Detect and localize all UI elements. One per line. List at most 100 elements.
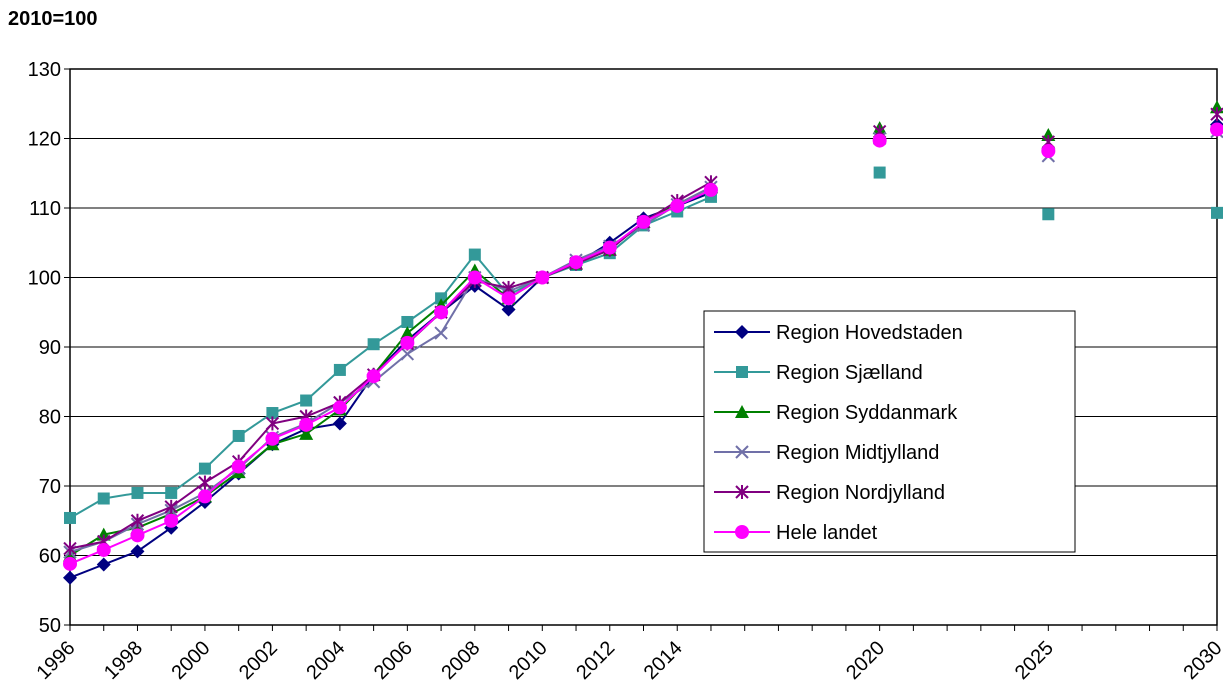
y-tick-label: 120: [28, 129, 61, 151]
x-tick-label: 2010: [505, 637, 552, 684]
legend-label: Hele landet: [776, 522, 878, 544]
data-point: [198, 475, 212, 490]
data-point: [401, 315, 414, 328]
data-point: [63, 556, 77, 571]
data-point: [1210, 107, 1223, 122]
x-tick-label: 2002: [235, 637, 282, 684]
data-point: [872, 133, 887, 148]
x-tick-label: 1996: [33, 637, 80, 684]
data-point: [63, 541, 77, 556]
data-point: [434, 305, 449, 320]
data-point: [400, 326, 415, 340]
data-point: [735, 525, 749, 539]
y-tick-label: 70: [39, 476, 61, 498]
data-point: [703, 182, 718, 197]
data-point: [873, 166, 886, 179]
y-tick-label: 110: [29, 198, 61, 220]
data-point: [735, 485, 749, 499]
data-point: [1211, 206, 1223, 219]
data-point: [602, 240, 617, 255]
data-point: [265, 416, 280, 431]
data-point: [735, 445, 749, 459]
marker-stroke: [400, 347, 415, 361]
data-point: [434, 326, 448, 340]
data-point: [64, 511, 76, 524]
legend-item: Region Hovedstaden: [714, 322, 963, 344]
data-point: [468, 248, 481, 261]
legend-item: Region Sjælland: [714, 362, 923, 384]
data-point: [299, 426, 314, 440]
data-point: [1042, 208, 1055, 221]
data-point: [300, 394, 313, 407]
data-point: [501, 291, 516, 306]
x-tick-label: 2025: [1011, 637, 1058, 684]
data-point: [164, 513, 179, 528]
legend: Region Hovedstaden Region Sjælland Region …: [703, 310, 1076, 553]
data-point: [130, 513, 145, 528]
legend-label: Region Nordjylland: [776, 482, 945, 504]
legend-label: Region Syddanmark: [776, 402, 958, 424]
data-point: [735, 405, 749, 418]
legend-item: Region Syddanmark: [714, 402, 958, 424]
y-tick-label: 50: [39, 615, 61, 637]
data-point: [332, 400, 347, 415]
data-point: [265, 431, 280, 446]
data-point: [164, 499, 178, 514]
y-tick-label: 90: [39, 337, 61, 359]
legend-item: Region Midtjylland: [714, 442, 939, 464]
x-tick-label: 2004: [302, 637, 349, 684]
data-point: [367, 338, 380, 351]
data-point: [332, 416, 347, 431]
data-point: [400, 347, 415, 361]
data-point: [501, 302, 516, 317]
data-point: [636, 214, 651, 229]
data-point: [569, 255, 584, 270]
data-point: [232, 429, 245, 442]
data-point: [1041, 144, 1056, 159]
data-point: [670, 198, 685, 213]
data-point: [400, 335, 415, 350]
marker-stroke: [434, 326, 448, 340]
legend-item: Region Nordjylland: [714, 482, 945, 504]
data-point: [467, 270, 482, 285]
data-point: [197, 489, 212, 504]
legend-item: Hele landet: [714, 522, 878, 544]
x-tick-label: 2012: [572, 637, 619, 684]
chart-unit-title: 2010=100: [8, 8, 98, 30]
data-point: [63, 570, 77, 585]
y-tick-label: 100: [28, 268, 61, 290]
x-tick-label: 2014: [640, 637, 687, 684]
data-point: [130, 544, 145, 559]
legend-label: Region Hovedstaden: [776, 322, 963, 344]
data-point: [198, 462, 211, 475]
legend-label: Region Sjælland: [776, 362, 923, 384]
y-tick-label: 80: [39, 407, 61, 429]
data-point: [366, 369, 381, 384]
data-point: [130, 528, 145, 543]
legend-label: Region Midtjylland: [776, 442, 939, 464]
data-point: [131, 486, 144, 499]
data-point: [266, 407, 279, 420]
data-point: [333, 363, 346, 376]
x-tick-label: 2006: [370, 637, 417, 684]
data-point: [97, 492, 110, 505]
y-tick-label: 60: [39, 546, 61, 568]
data-point: [735, 325, 749, 339]
legend-box: [703, 310, 1076, 553]
marker-stroke: [735, 445, 749, 459]
data-point: [299, 417, 314, 432]
data-point: [535, 270, 550, 285]
data-point: [1210, 122, 1223, 137]
data-point: [96, 557, 111, 572]
series-hele-landet: [63, 122, 1223, 571]
data-point: [165, 486, 178, 499]
x-tick-label: 1998: [100, 637, 147, 684]
data-point: [96, 542, 111, 557]
x-tick-label: 2020: [842, 637, 889, 684]
series-layer: [63, 100, 1223, 585]
x-tick-label: 2030: [1180, 637, 1223, 684]
x-tick-label: 2000: [167, 637, 214, 684]
x-tick-label: 2008: [437, 637, 484, 684]
y-tick-label: 130: [28, 59, 61, 81]
